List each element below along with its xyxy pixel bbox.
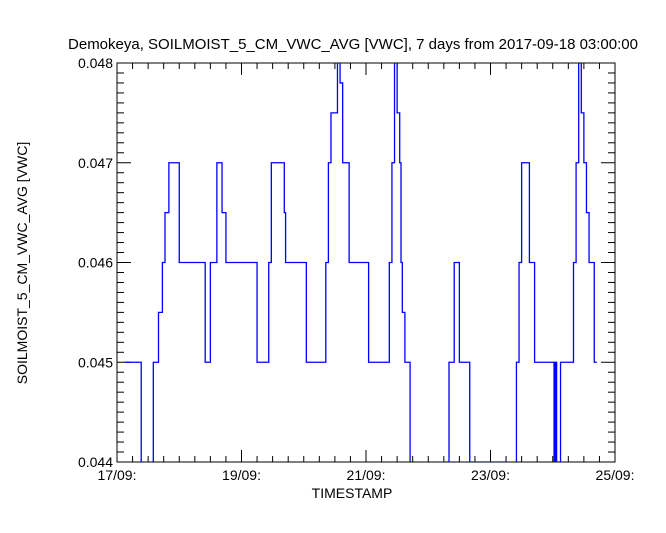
x-tick-label: 21/09: <box>347 467 386 483</box>
y-tick-label: 0.048 <box>78 55 113 71</box>
x-tick-label: 25/09: <box>596 467 635 483</box>
x-tick-label: 19/09: <box>222 467 261 483</box>
y-tick-label: 0.044 <box>78 454 113 470</box>
x-tick-label: 17/09: <box>98 467 137 483</box>
y-axis-label: SOILMOIST_5_CM_VWC_AVG [VWC] <box>14 142 30 384</box>
axis-ticks <box>116 62 616 463</box>
y-tick-label: 0.045 <box>78 354 113 370</box>
y-tick-label: 0.046 <box>78 255 113 271</box>
chart-title: Demokeya, SOILMOIST_5_CM_VWC_AVG [VWC], … <box>68 36 638 53</box>
y-tick-label: 0.047 <box>78 155 113 171</box>
x-tick-label: 23/09: <box>471 467 510 483</box>
y-tick-labels: 0.044 0.045 0.046 0.047 0.048 <box>78 55 113 470</box>
x-axis-label: TIMESTAMP <box>312 485 393 501</box>
x-tick-labels: 17/09: 19/09: 21/09: 23/09: 25/09: <box>98 467 635 483</box>
series-line <box>124 63 597 462</box>
